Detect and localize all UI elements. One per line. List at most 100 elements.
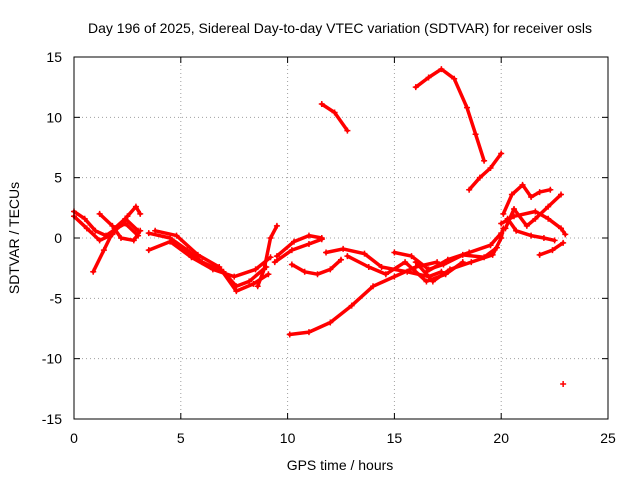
data-point [487,165,494,172]
data-point [498,230,505,237]
data-point [301,268,308,275]
y-tick-label: -15 [42,411,62,427]
data-point [551,237,558,244]
y-tick-label: -10 [42,351,62,367]
data-series-track-20 [466,150,505,193]
data-point [348,302,355,309]
data-series-track-13 [318,101,351,134]
y-tick-label: -5 [50,290,63,306]
data-point [96,237,103,244]
x-tick-label: 20 [493,430,509,446]
data-point [511,206,518,213]
data-series-track-18 [423,230,505,275]
data-point [487,242,494,249]
data-series-track-24 [498,208,569,238]
data-point [536,251,543,258]
data-point [273,253,280,260]
data-point [265,271,272,278]
data-point [318,101,325,108]
y-tick-label: 15 [46,49,62,65]
data-point [468,259,475,266]
data-point [511,213,518,220]
data-point [188,254,195,261]
data-point [429,278,436,285]
data-point [528,193,535,200]
data-point [558,225,565,232]
data-point [547,186,554,193]
x-axis: 0 5 10 15 20 25 [70,57,616,446]
data-point [402,259,409,266]
data-point [90,268,97,275]
data-point [273,222,280,229]
data-point [508,191,515,198]
y-tick-label: 5 [54,170,62,186]
data-point [305,329,312,336]
data-point [327,319,334,326]
series-line [467,151,503,192]
x-tick-label: 15 [387,430,403,446]
data-series-track-21 [500,181,554,217]
data-point [327,266,334,273]
data-point [117,235,124,241]
data-point [252,266,259,273]
y-tick-label: 0 [54,230,62,246]
data-point [173,232,180,239]
data-point [412,84,419,91]
data-point [344,127,351,134]
data-point [438,66,445,73]
data-point [558,191,565,198]
data-point [109,222,116,229]
data-point [318,235,325,241]
data-point [96,210,103,217]
data-point [145,230,152,237]
data-series-track-08 [254,222,280,290]
data-point [536,189,543,196]
data-point [340,245,347,252]
data-series-track-25 [536,239,567,258]
data-point [466,186,473,193]
data-point [250,280,257,287]
data-point [500,210,507,217]
data-point [466,249,473,256]
data-point [231,273,238,280]
data-point [305,241,312,248]
data-point [145,247,152,254]
data-point [404,268,411,275]
data-point [423,268,430,275]
x-tick-label: 0 [70,430,78,446]
data-point [444,256,451,263]
data-series-track-04 [96,210,144,244]
data-point [560,239,567,246]
series-line [503,192,563,231]
data-point [513,227,520,234]
data-point [489,251,496,258]
data-point [338,256,344,263]
data-series-outlier [560,381,567,388]
data-point [194,251,201,258]
data-point [451,75,458,82]
data-point [323,249,330,256]
data-point [137,210,144,217]
data-point [246,278,253,285]
data-point [532,208,539,215]
data-point [519,181,526,188]
data-point [472,131,479,138]
data-point [382,271,389,278]
y-axis-label: SDTVAR / TECUs [6,182,22,294]
data-point [476,174,483,181]
data-series-track-07 [152,227,272,295]
data-point [100,247,107,254]
data-point [549,247,556,254]
data-point [446,266,453,273]
data-point [425,74,432,81]
chart-title: Day 196 of 2025, Sidereal Day-to-day VTE… [88,20,592,36]
data-point [344,253,351,260]
data-point [423,278,430,285]
data-series-track-23 [504,215,558,244]
data-point [314,271,321,278]
data-point [167,238,174,245]
data-point [545,203,552,210]
series-layer [71,66,569,388]
data-point [412,259,419,266]
